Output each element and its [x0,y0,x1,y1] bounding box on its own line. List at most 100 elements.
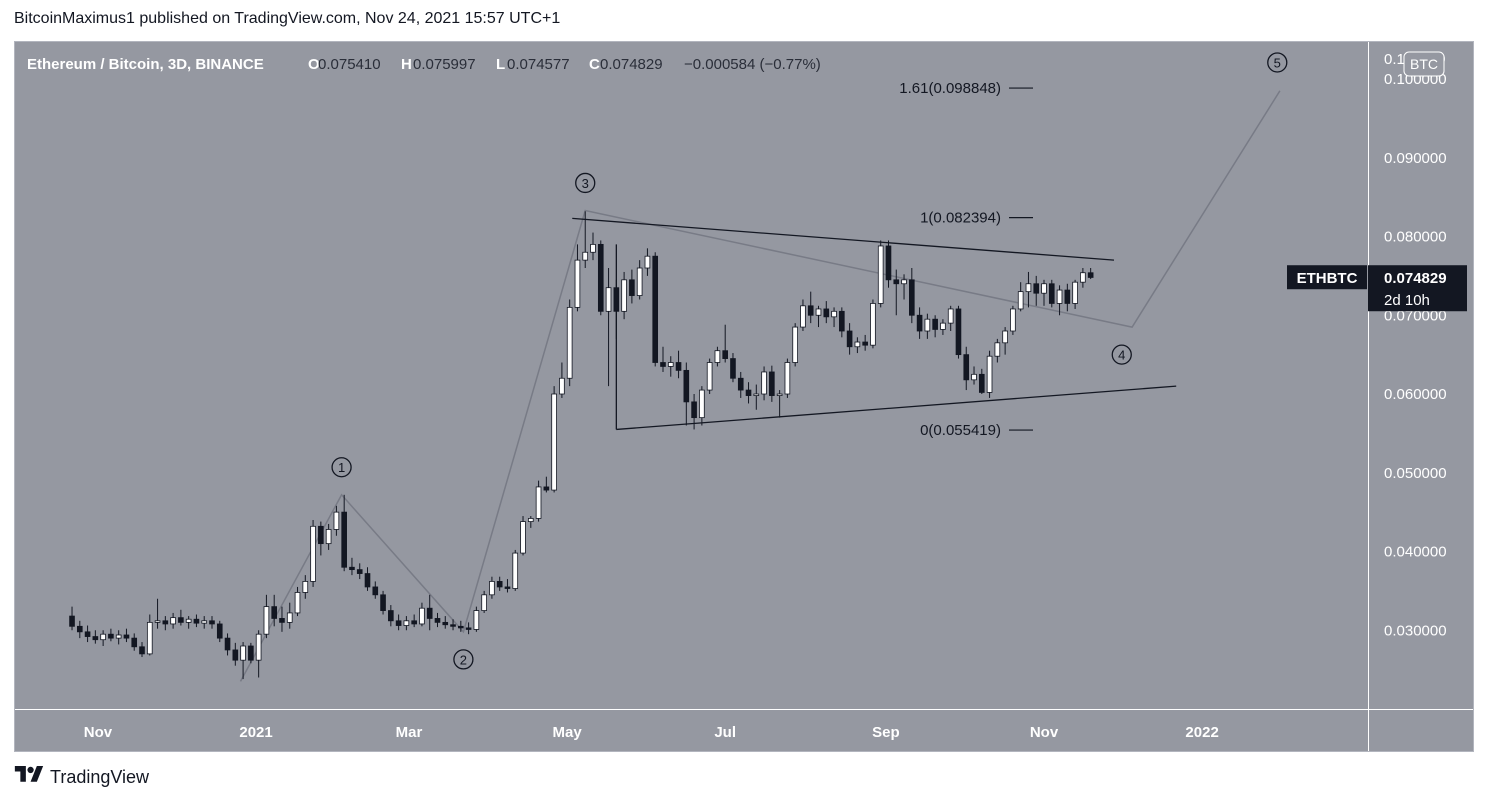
candle [442,616,449,629]
candle [667,356,674,377]
candle [551,386,557,493]
candle [139,642,145,658]
candle-body-down [380,594,386,611]
candle [496,576,503,591]
wave-label-3: 3 [575,172,596,194]
candle-body-up [800,305,806,328]
candle-body-down [76,625,83,633]
time-tick-label: Nov [84,724,113,741]
open-label: O [308,56,320,73]
candle-body-up [535,486,542,519]
candle [784,358,791,398]
candle-body-down [955,308,962,356]
candle-body-up [520,521,526,554]
candle-body-down [193,618,200,624]
tradingview-footer[interactable]: TradingView [14,766,149,788]
candle-body-up [831,310,837,318]
candle-body-up [854,341,861,348]
close-label: C [589,56,600,73]
candle-body-up [605,287,612,312]
candle-body-up [333,511,340,530]
candle-body-up [971,373,977,381]
candle [185,616,192,629]
candle-body-up [566,306,573,379]
candle [1025,271,1032,308]
candle [714,346,721,367]
candle [178,609,184,626]
candle-body-up [644,255,651,269]
candle [294,586,301,617]
candle-body-down [209,620,215,625]
plot-area[interactable] [15,42,1368,709]
time-axis[interactable]: Nov 2021 Mar May Jul Sep Nov 2022 [84,724,1219,741]
price-tag-price: 0.074829 [1384,270,1447,287]
brand-name: TradingView [50,766,150,787]
candle-body-up [325,529,332,545]
candle-body-down [963,354,970,381]
candle [885,240,892,288]
candle [1002,327,1008,355]
candle-body-up [621,279,627,312]
candle [543,476,550,493]
low-label: L [496,56,505,73]
candle-body-down [652,255,659,363]
chart-frame [14,41,1474,752]
price-tag-countdown: 2d 10h [1384,292,1430,309]
price-tag[interactable]: ETHBTC 0.074829 2d 10h [1287,265,1467,312]
candle [76,620,83,639]
candle-body-down [504,586,511,589]
candle [660,346,666,372]
currency-badge-box[interactable] [1403,51,1445,77]
candle-body-down [178,617,184,623]
candle-body-up [870,303,876,346]
candle-body-up [706,362,713,391]
time-tick-label: 2021 [239,724,272,741]
candle-body-down [216,623,223,639]
candle [403,616,410,631]
candle [862,334,868,351]
candle-body-down [629,279,635,296]
candle [769,365,775,402]
price-chart[interactable]: 0.030000 0.040000 0.050000 0.060000 0.070000… [15,42,1473,751]
candle-body-up [776,393,783,396]
candle-body-up [1080,272,1086,283]
fib-level-label: 1(0.082394) [920,210,1001,227]
candle [411,614,417,628]
candle-body-up [699,389,705,419]
candle-body-down [932,318,938,330]
candle [792,323,798,367]
price-axis[interactable]: 0.030000 0.040000 0.050000 0.060000 0.070000… [1384,51,1447,639]
candle [613,279,620,339]
candle [333,505,340,536]
symbol-legend[interactable]: Ethereum / Bitcoin, 3D, BINANCE O0.075410… [27,56,821,73]
candle-body-down [496,581,503,588]
candle [458,620,464,632]
candle-body-up [170,617,176,625]
candle-body-down [691,401,697,419]
fib-levels: 1.61(0.098848) 1(0.082394) 0(0.055419) [899,80,1033,439]
candle-body-up [263,606,270,635]
candle [877,240,884,308]
candle-body-up [753,393,760,396]
candle-body-up [146,621,153,655]
price-tag-value-box [1368,265,1467,312]
candle [932,315,938,338]
time-tick-label: Sep [872,724,900,741]
candle [349,557,355,576]
currency-badge[interactable]: BTC [1403,51,1445,77]
candle [675,350,682,379]
wave-label-number: 3 [582,176,589,191]
candle [1056,285,1063,316]
candle-body-down [356,569,363,574]
candle [481,590,487,613]
candle [512,549,519,591]
candle [839,307,845,338]
candle-body-down [434,618,441,623]
candle-body-up [115,634,122,639]
candle [465,622,472,635]
candle [831,307,837,328]
candle [193,614,200,628]
candle-body-up [714,350,721,363]
price-tick-label: 0.090000 [1384,150,1447,167]
candle [224,633,231,656]
